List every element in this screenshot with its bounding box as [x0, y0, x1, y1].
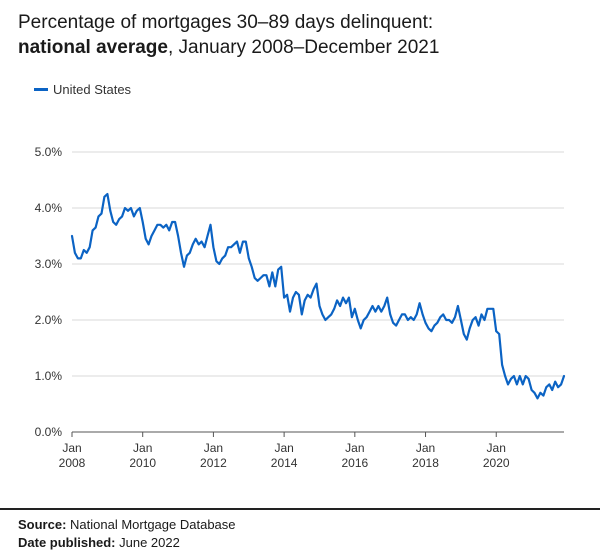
date-published-label: Date published:: [18, 535, 116, 550]
legend-label: United States: [53, 82, 132, 97]
date-published-line: Date published: June 2022: [18, 534, 236, 552]
x-tick-label-year: 2008: [59, 456, 86, 470]
y-tick-label: 0.0%: [35, 425, 63, 439]
chart-title-line1: Percentage of mortgages 30–89 days delin…: [18, 12, 434, 33]
x-tick-label-year: 2018: [412, 456, 439, 470]
y-tick-label: 2.0%: [35, 313, 63, 327]
chart-title-line2: national average, January 2008–December …: [18, 35, 588, 60]
footer: Source: National Mortgage Database Date …: [18, 516, 236, 552]
chart-title-rest: , January 2008–December 2021: [167, 37, 440, 58]
series-line-united-states: [70, 192, 566, 400]
line-chart: 0.0%1.0%2.0%3.0%4.0%5.0% Jan2008Jan2010J…: [35, 145, 566, 470]
x-tick-label-month: Jan: [487, 441, 506, 455]
y-tick-label: 4.0%: [35, 201, 63, 215]
x-tick-label-year: 2020: [483, 456, 510, 470]
y-tick-label: 5.0%: [35, 145, 63, 159]
chart-legend: United States: [34, 82, 131, 97]
y-axis-labels: 0.0% 1.0% 2.0% 3.0% 4.0% 5.0%: [35, 145, 63, 439]
x-tick-label-year: 2010: [129, 456, 156, 470]
x-tick-label-year: 2014: [271, 456, 298, 470]
x-tick-label-month: Jan: [62, 441, 81, 455]
series-layer: [70, 192, 566, 400]
x-tick-label-month: Jan: [274, 441, 293, 455]
date-published-value: June 2022: [115, 535, 180, 550]
x-tick-label-year: 2012: [200, 456, 227, 470]
chart-title-bold: national average: [18, 37, 168, 58]
legend-swatch: [34, 88, 48, 91]
chart-title: Percentage of mortgages 30–89 days delin…: [18, 10, 588, 60]
gridlines: [72, 151, 564, 377]
x-axis: Jan2008Jan2010Jan2012Jan2014Jan2016Jan20…: [59, 431, 564, 470]
y-tick-label: 3.0%: [35, 257, 63, 271]
source-value: National Mortgage Database: [66, 517, 236, 532]
x-tick-label-month: Jan: [416, 441, 435, 455]
x-tick-label-month: Jan: [345, 441, 364, 455]
y-tick-label: 1.0%: [35, 369, 63, 383]
source-line: Source: National Mortgage Database: [18, 516, 236, 534]
x-tick-label-year: 2016: [341, 456, 368, 470]
x-tick-label-month: Jan: [133, 441, 152, 455]
footer-divider: [0, 508, 600, 510]
source-label: Source:: [18, 517, 67, 532]
x-tick-label-month: Jan: [204, 441, 223, 455]
